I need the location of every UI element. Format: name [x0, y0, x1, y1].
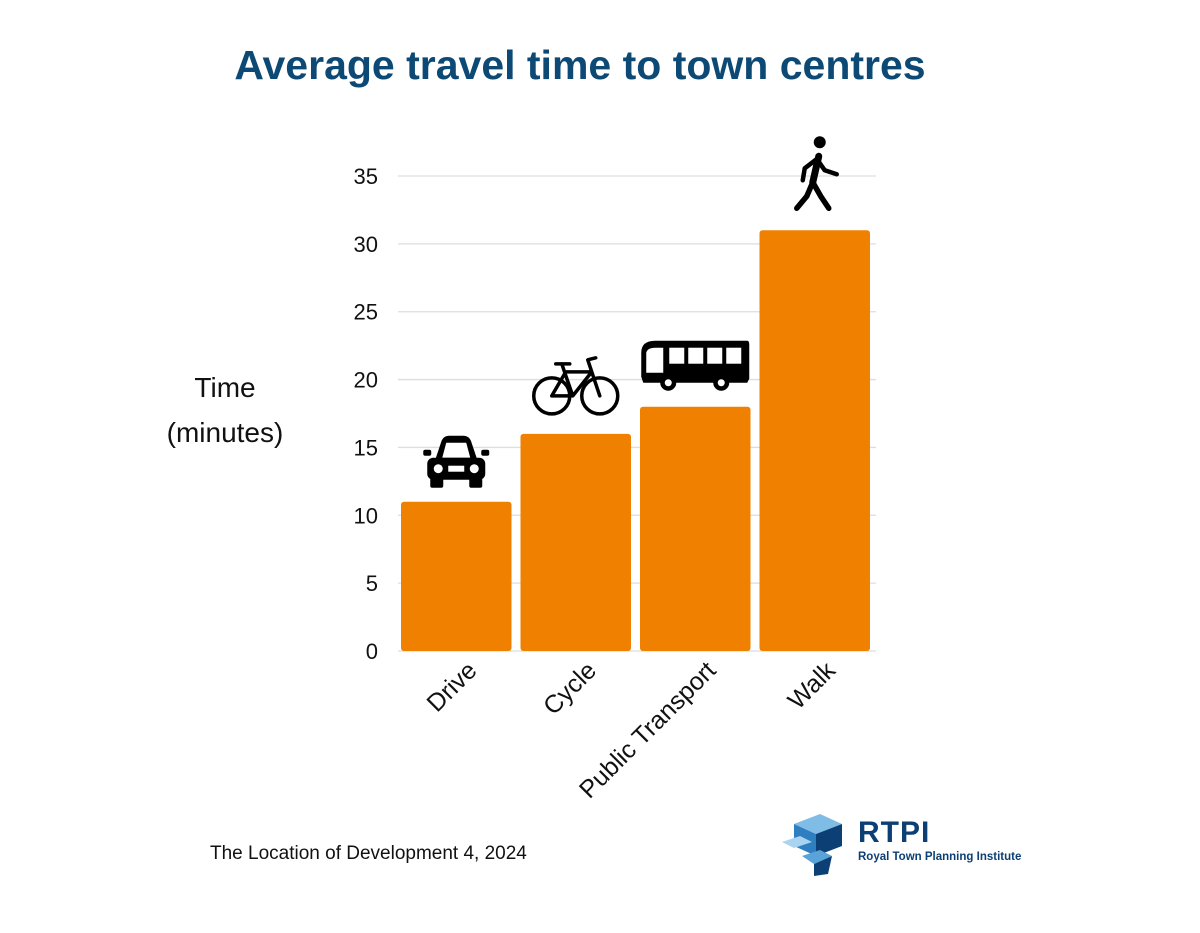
- y-axis-label-line-1: Time: [194, 372, 256, 403]
- y-tick-label: 20: [354, 368, 378, 393]
- bar: [759, 230, 870, 652]
- y-tick-label: 5: [366, 571, 378, 596]
- bar: [640, 406, 751, 651]
- bar: [401, 501, 512, 651]
- y-tick-label: 15: [354, 435, 378, 460]
- pedestrian-icon: [794, 136, 839, 212]
- bicycle-icon: [532, 356, 620, 416]
- bus-icon: [641, 340, 750, 391]
- x-tick-label: Cycle: [538, 656, 602, 720]
- source-note: The Location of Development 4, 2024: [210, 843, 527, 864]
- y-axis-label-line-2: (minutes): [166, 417, 284, 448]
- bar: [520, 433, 631, 651]
- logo-subtitle: Royal Town Planning Institute: [858, 851, 1022, 863]
- rtpi-logo: RTPI Royal Town Planning Institute: [780, 812, 1022, 878]
- chart-title: Average travel time to town centres: [234, 42, 926, 88]
- x-tick-label: Walk: [783, 656, 842, 715]
- y-tick-label: 10: [354, 503, 378, 528]
- logo-name: RTPI: [858, 816, 931, 849]
- y-tick-label: 35: [354, 164, 378, 189]
- car-icon: [423, 435, 490, 488]
- y-tick-label: 0: [366, 639, 378, 664]
- x-tick-label: Drive: [421, 656, 482, 717]
- rtpi-emblem-icon: [782, 814, 842, 876]
- y-tick-label: 25: [354, 300, 378, 325]
- y-tick-label: 30: [354, 232, 378, 257]
- y-axis-label: Time (minutes): [150, 365, 300, 455]
